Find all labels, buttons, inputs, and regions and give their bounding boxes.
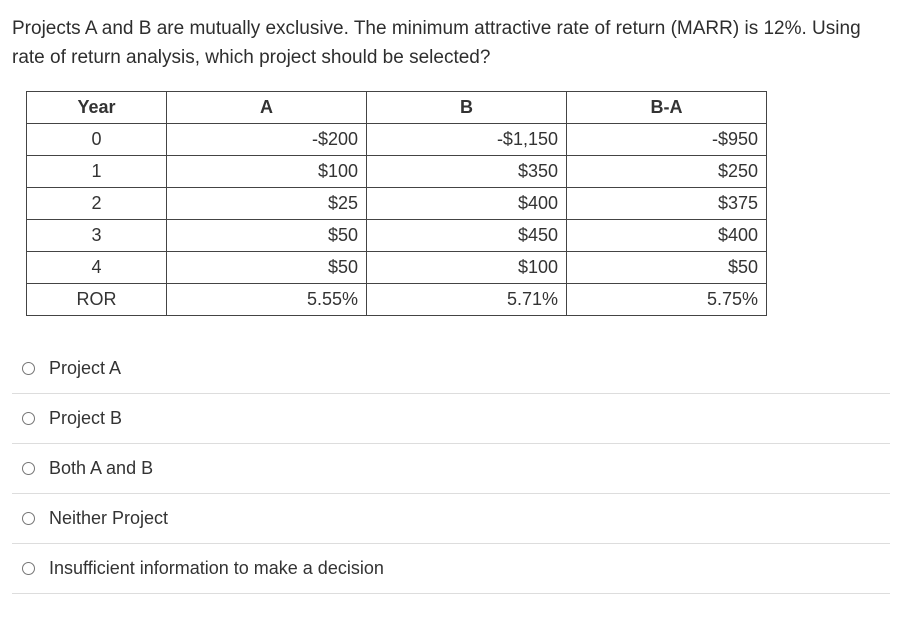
radio-project-a[interactable] [22,362,35,375]
table-row: 4 $50 $100 $50 [27,251,767,283]
option-label: Both A and B [49,458,153,479]
radio-both[interactable] [22,462,35,475]
cell-b: 5.71% [367,283,567,315]
option-neither[interactable]: Neither Project [12,494,890,544]
radio-neither[interactable] [22,512,35,525]
table-header-row: Year A B B-A [27,91,767,123]
cell-a: -$200 [167,123,367,155]
option-both[interactable]: Both A and B [12,444,890,494]
cell-b: $400 [367,187,567,219]
header-ba: B-A [567,91,767,123]
header-year: Year [27,91,167,123]
radio-project-b[interactable] [22,412,35,425]
cell-a: $50 [167,219,367,251]
option-label: Neither Project [49,508,168,529]
table-row: 2 $25 $400 $375 [27,187,767,219]
option-insufficient[interactable]: Insufficient information to make a decis… [12,544,890,594]
table-row: ROR 5.55% 5.71% 5.75% [27,283,767,315]
radio-insufficient[interactable] [22,562,35,575]
cell-ba: -$950 [567,123,767,155]
header-a: A [167,91,367,123]
table-row: 3 $50 $450 $400 [27,219,767,251]
cell-a: $25 [167,187,367,219]
cell-ba: 5.75% [567,283,767,315]
cell-year: 1 [27,155,167,187]
table-row: 0 -$200 -$1,150 -$950 [27,123,767,155]
cell-a: $100 [167,155,367,187]
question-text: Projects A and B are mutually exclusive.… [12,14,890,73]
option-label: Project B [49,408,122,429]
table-row: 1 $100 $350 $250 [27,155,767,187]
cell-year: 3 [27,219,167,251]
option-label: Insufficient information to make a decis… [49,558,384,579]
option-label: Project A [49,358,121,379]
cell-b: $450 [367,219,567,251]
cell-ba: $50 [567,251,767,283]
options-list: Project A Project B Both A and B Neither… [12,344,890,594]
cell-year: 0 [27,123,167,155]
cell-a: 5.55% [167,283,367,315]
cell-b: -$1,150 [367,123,567,155]
cell-year: ROR [27,283,167,315]
header-b: B [367,91,567,123]
cell-a: $50 [167,251,367,283]
option-project-b[interactable]: Project B [12,394,890,444]
cell-b: $100 [367,251,567,283]
cell-ba: $375 [567,187,767,219]
cell-ba: $400 [567,219,767,251]
cell-year: 4 [27,251,167,283]
cell-b: $350 [367,155,567,187]
data-table: Year A B B-A 0 -$200 -$1,150 -$950 1 $10… [26,91,767,316]
cell-ba: $250 [567,155,767,187]
cell-year: 2 [27,187,167,219]
option-project-a[interactable]: Project A [12,344,890,394]
